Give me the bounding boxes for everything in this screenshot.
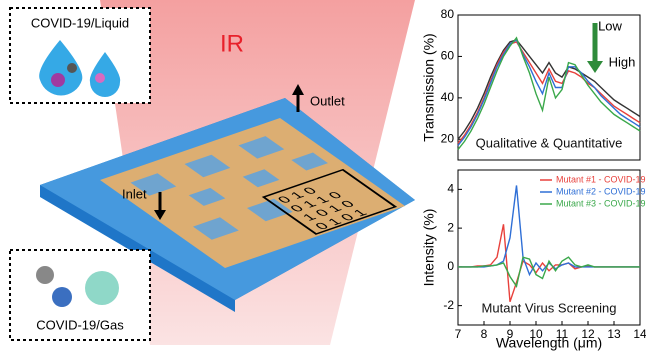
y-axis-label: Transmission (%)	[421, 33, 437, 141]
virus	[52, 287, 72, 307]
caption: Mutant Virus Screening	[482, 300, 617, 315]
x-axis-label: Wavelength (μm)	[496, 335, 602, 351]
y-tick-label: 4	[447, 182, 454, 196]
virus	[95, 73, 105, 83]
legend-label: Mutant #1 - COVID-19	[556, 174, 646, 184]
virus	[85, 271, 119, 305]
virus	[36, 266, 54, 284]
x-tick-label: 14	[633, 327, 646, 341]
liquid-label: COVID-19/Liquid	[31, 15, 129, 30]
inlet-label: Inlet	[122, 186, 147, 201]
trend-arrowhead	[587, 61, 603, 73]
ir-label: IR	[220, 30, 244, 57]
y-tick-label: 60	[441, 49, 455, 63]
gas-label: COVID-19/Gas	[36, 317, 124, 332]
legend-label: Mutant #3 - COVID-19	[556, 198, 646, 208]
caption: Qualitative & Quantitative	[476, 135, 623, 150]
y-tick-label: 40	[441, 90, 455, 104]
x-tick-label: 13	[607, 327, 621, 341]
arrow-label: Low	[598, 18, 622, 33]
figure: IR 0 1 00 1 1 01 0 1 00 1 0 1 Inlet Outl…	[0, 0, 646, 353]
series-line	[458, 257, 640, 286]
y-tick-label: 0	[447, 259, 454, 273]
virus	[67, 63, 77, 73]
x-tick-label: 8	[481, 327, 488, 341]
y-tick-label: 80	[441, 7, 455, 21]
arrow-label: High	[609, 54, 636, 69]
legend-label: Mutant #2 - COVID-19	[556, 186, 646, 196]
y-tick-label: 2	[447, 220, 454, 234]
virus	[51, 73, 65, 87]
y-axis-label: Intensity (%)	[421, 209, 437, 287]
y-tick-label: -2	[443, 298, 454, 312]
y-tick-label: 20	[441, 131, 455, 145]
x-tick-label: 7	[455, 327, 462, 341]
outlet-label: Outlet	[310, 93, 345, 108]
